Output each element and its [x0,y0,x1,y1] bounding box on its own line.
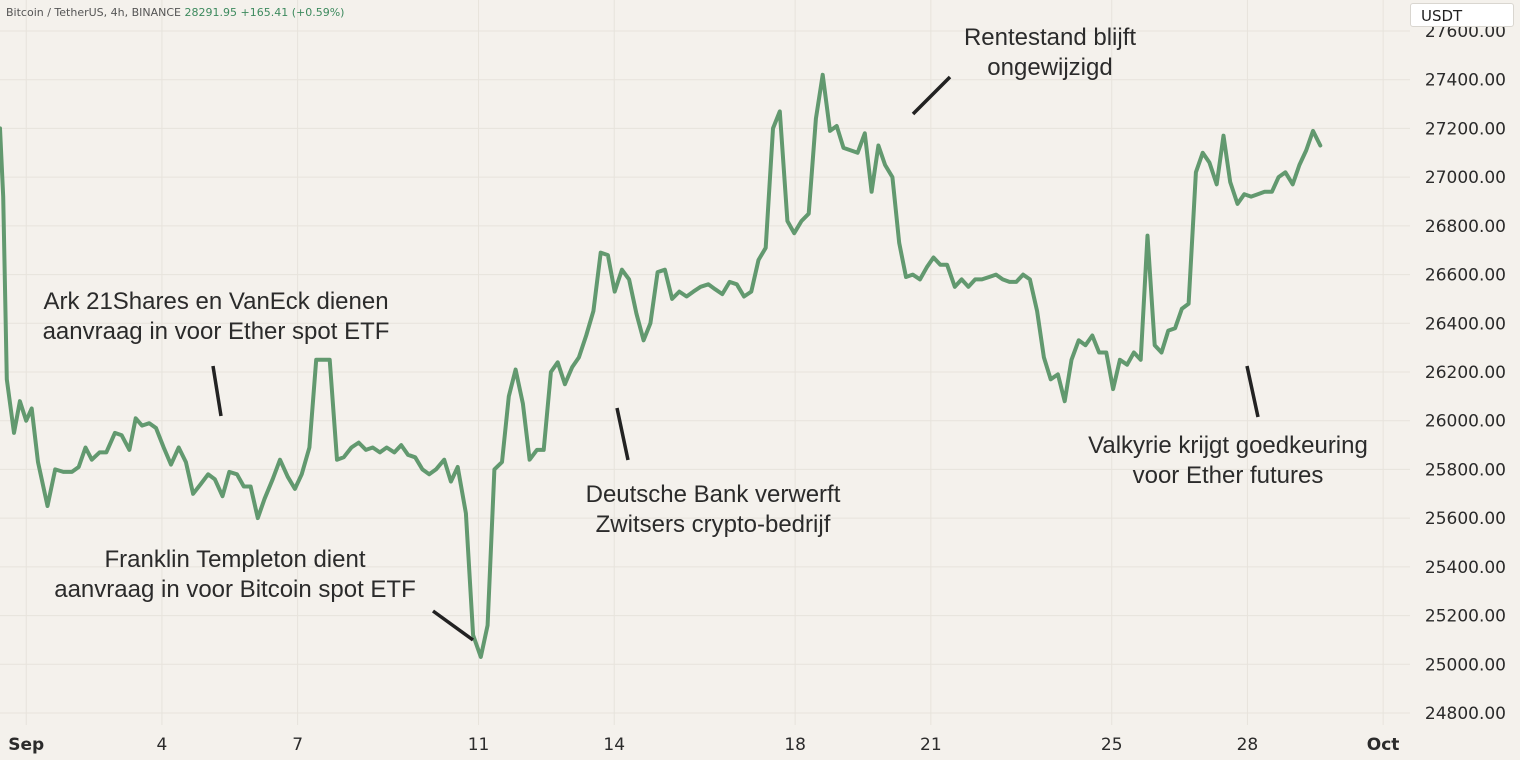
annotations: Ark 21Shares en VanEck dienen aanvraag in… [43,24,1368,642]
annotation-text: Valkyrie krijgt goedkeuring [1088,432,1368,459]
y-tick-label: 25600.00 [1425,509,1506,529]
annotation-text: Franklin Templeton dient [104,546,365,573]
annotation-leader [911,75,952,116]
y-axis: 27600.00 27400.00 27200.00 27000.00 26800.00… [1425,22,1506,724]
last-price: 28291.95 [184,6,238,19]
symbol-label: Bitcoin / TetherUS, 4h, BINANCE [6,6,182,19]
annotation-leader [431,609,475,642]
annotation-leader [1245,365,1260,418]
x-tick-label: 18 [784,735,806,755]
annotation-leader [211,365,223,417]
annotation-leader [615,407,630,461]
x-tick-label: 4 [157,735,168,755]
annotation: Ark 21Shares en VanEck dienen aanvraag in… [43,288,390,417]
x-tick-label: 21 [920,735,942,755]
series-layer [0,72,1323,659]
y-tick-label: 27600.00 [1425,22,1506,42]
price-change: +165.41 (+0.59%) [240,6,345,19]
symbol-header: Bitcoin / TetherUS, 4h, BINANCE 28291.95… [6,6,344,19]
annotation-text: Deutsche Bank verwerft [586,481,841,508]
x-axis: Sep 4 7 11 14 18 21 25 28 Oct [8,735,1399,755]
annotation: Franklin Templeton dient aanvraag in voor… [54,546,475,642]
gridlines [0,0,1410,725]
x-tick-label: 28 [1237,735,1259,755]
y-tick-label: 27200.00 [1425,119,1506,139]
annotation-text: aanvraag in voor Ether spot ETF [43,318,390,345]
currency-unit-button[interactable]: USDT [1410,3,1514,27]
y-tick-label: 25400.00 [1425,558,1506,578]
y-tick-label: 27400.00 [1425,71,1506,91]
annotation-text: Zwitsers crypto-bedrijf [596,511,831,538]
annotation-text: Rentestand blijft [964,24,1136,51]
y-tick-label: 25200.00 [1425,607,1506,627]
annotation-text: Ark 21Shares en VanEck dienen [43,288,388,315]
annotation-text: aanvraag in voor Bitcoin spot ETF [54,576,416,603]
y-tick-label: 26200.00 [1425,363,1506,383]
y-tick-label: 26600.00 [1425,266,1506,286]
x-tick-label: 14 [603,735,625,755]
annotation: Rentestand blijft ongewijzigd [911,24,1136,116]
y-tick-label: 25000.00 [1425,655,1506,675]
annotation-text: ongewijzigd [987,54,1112,81]
y-tick-label: 27000.00 [1425,168,1506,188]
y-tick-label: 25800.00 [1425,460,1506,480]
y-tick-label: 26000.00 [1425,412,1506,432]
annotation: Deutsche Bank verwerft Zwitsers crypto-be… [586,407,841,538]
annotation: Valkyrie krijgt goedkeuring voor Ether fu… [1088,365,1368,489]
annotation-text: voor Ether futures [1133,462,1324,489]
y-tick-label: 26800.00 [1425,217,1506,237]
price-line [0,72,1323,659]
x-tick-label: Oct [1367,735,1400,755]
x-tick-label: 25 [1101,735,1123,755]
y-tick-label: 24800.00 [1425,704,1506,724]
x-tick-label: 7 [292,735,303,755]
x-tick-label: Sep [8,735,44,755]
y-tick-label: 26400.00 [1425,314,1506,334]
x-tick-label: 11 [468,735,490,755]
